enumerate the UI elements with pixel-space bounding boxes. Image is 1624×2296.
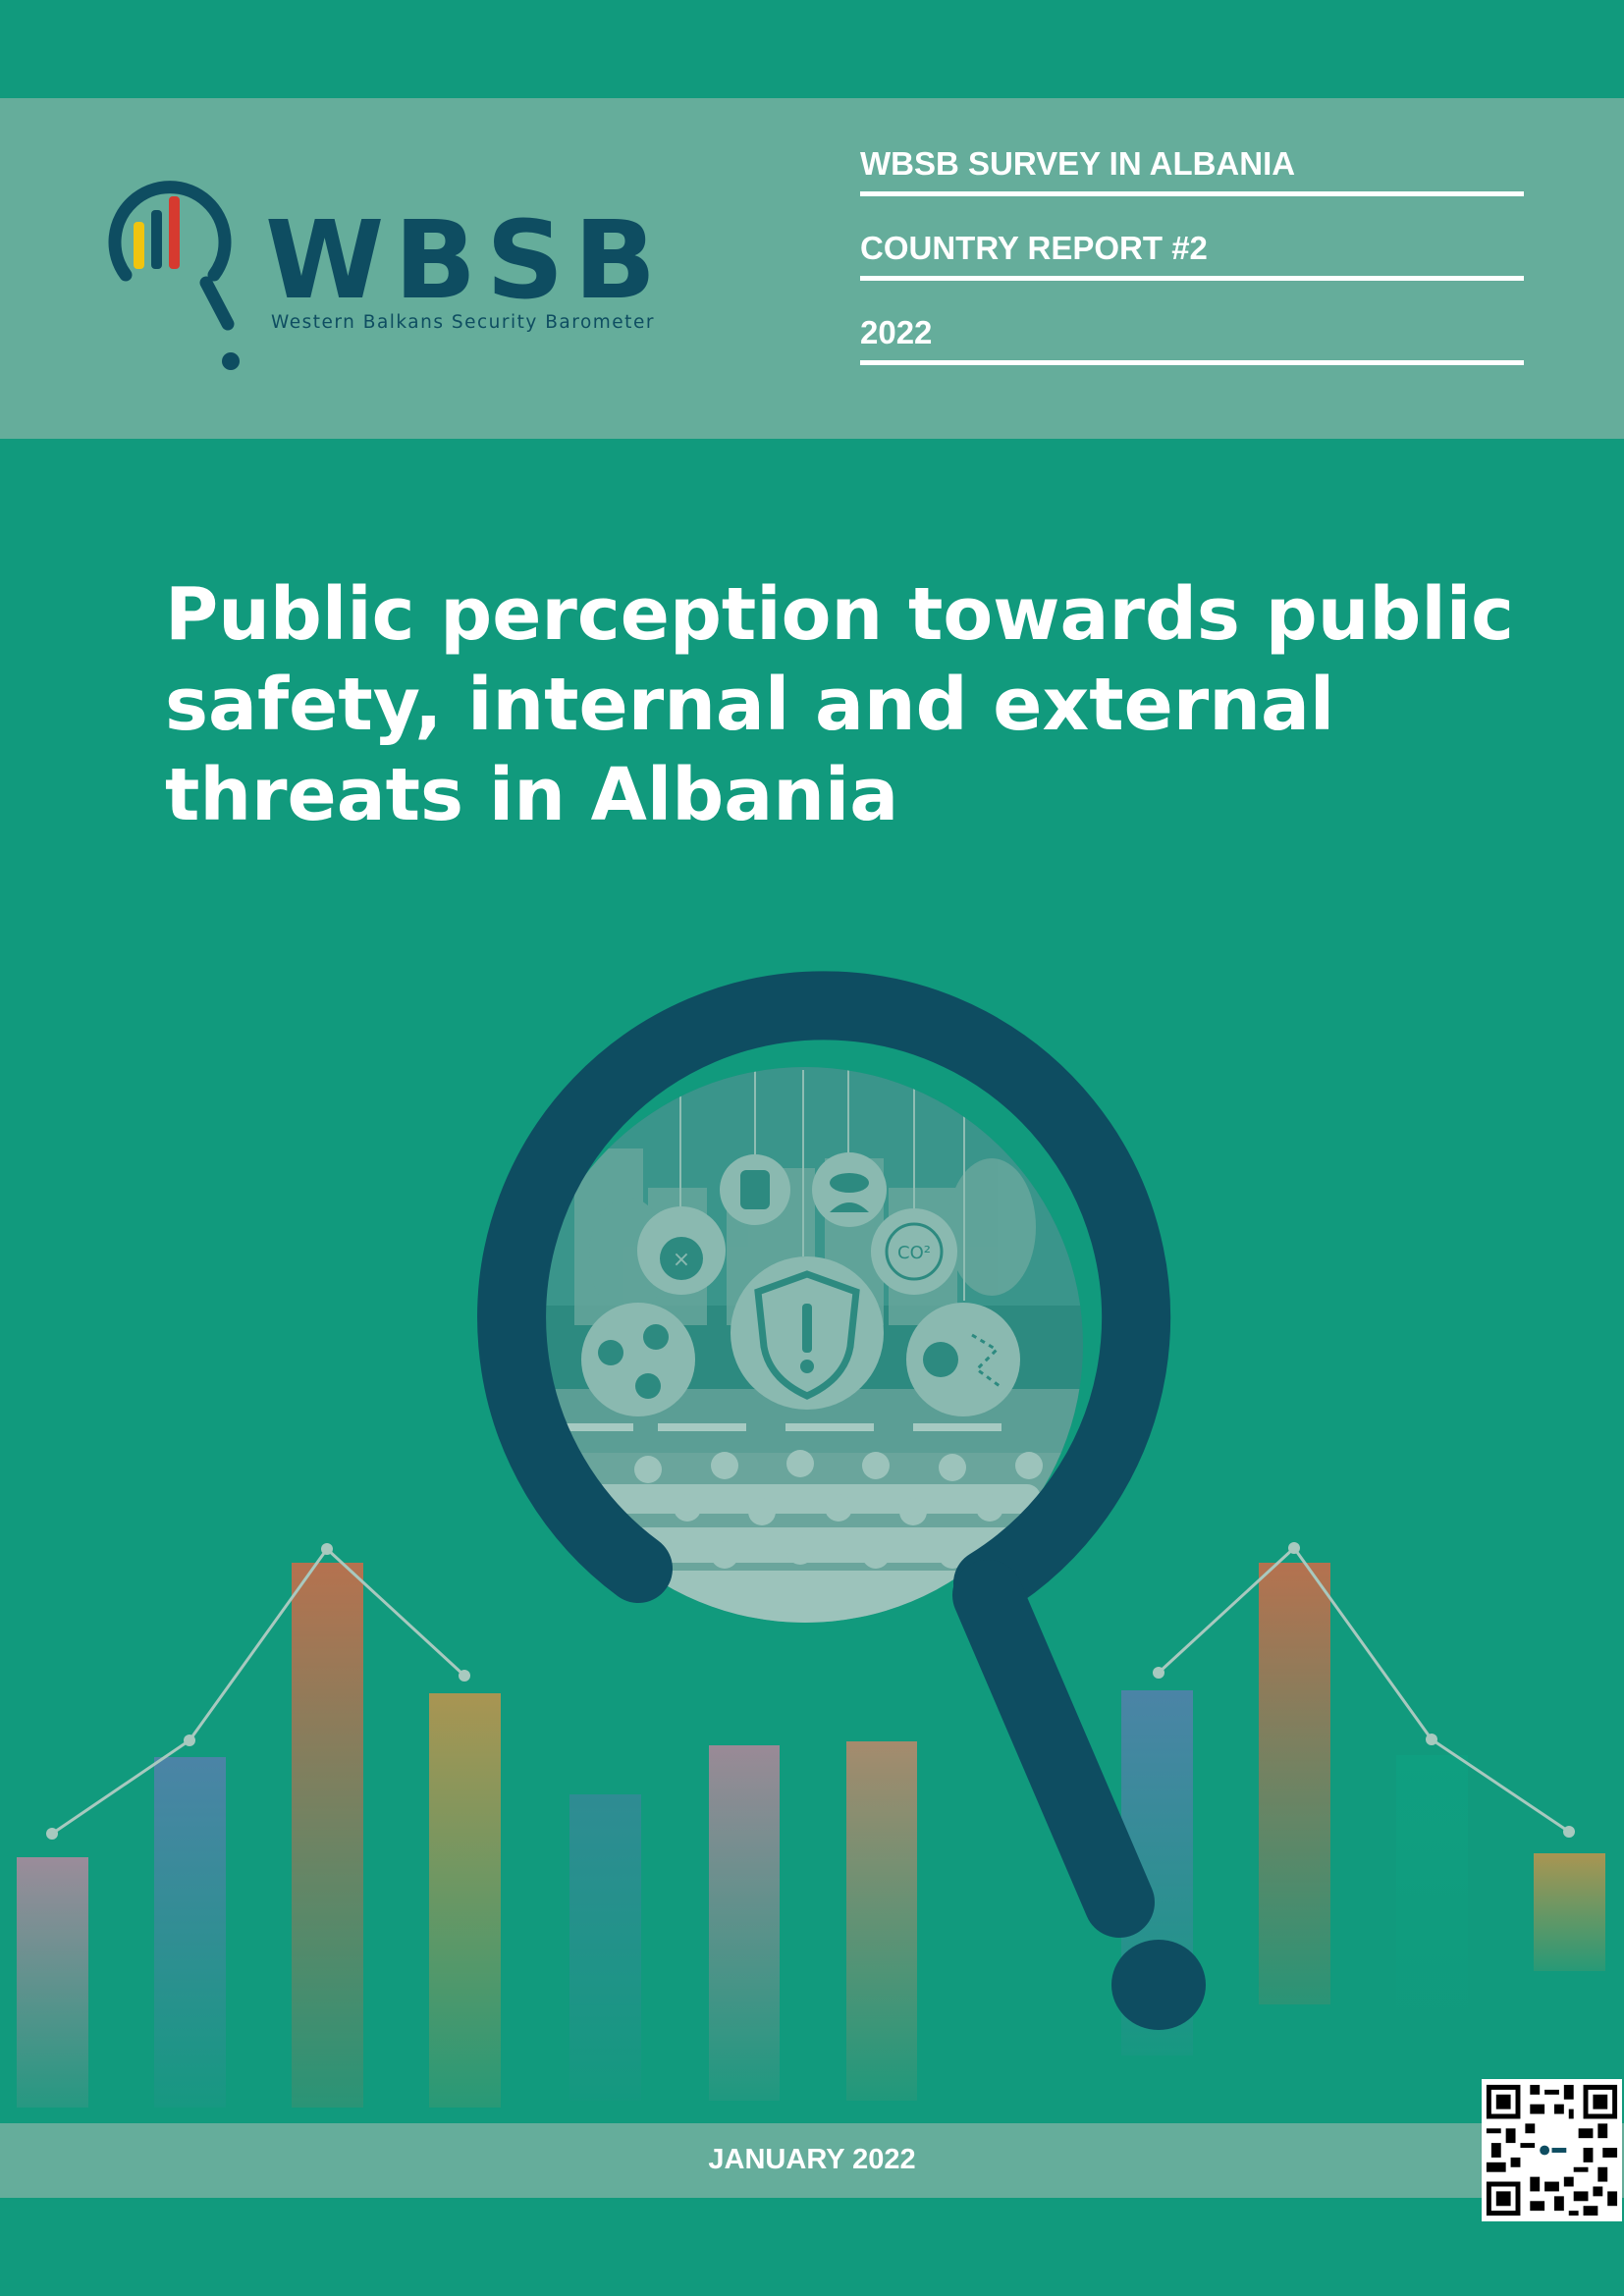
brand-tagline: Western Balkans Security Barometer [271, 312, 655, 333]
title-line-3: threats in Albania [165, 753, 899, 837]
magnifying-glass-illustration [477, 971, 1206, 2030]
trend-points [46, 1542, 1575, 1840]
svg-text:CO²: CO² [897, 1243, 931, 1263]
wbsb-logo: WBSB Western Balkans Security Barometer [98, 167, 668, 378]
report-meta: WBSB SURVEY IN ALBANIA COUNTRY REPORT #2… [860, 147, 1524, 400]
meta-year: 2022 [860, 316, 1524, 365]
footer-band [0, 2123, 1624, 2198]
cover-illustration: × CO² [17, 971, 1605, 2108]
qr-code[interactable] [1482, 2079, 1622, 2221]
brand-wordmark: WBSB [265, 197, 667, 323]
shield-alert-icon [731, 1256, 884, 1410]
title-line-1: Public perception towards public [165, 572, 1514, 657]
co2-icon: CO² [871, 1208, 957, 1295]
publication-date: JANUARY 2022 [708, 2144, 916, 2175]
soldier-icon [720, 1154, 790, 1225]
header-band [0, 98, 1624, 439]
meta-survey: WBSB SURVEY IN ALBANIA [860, 147, 1524, 196]
decorative-bars [17, 1563, 1605, 2108]
thief-icon [906, 1303, 1020, 1416]
meta-report-number: COUNTRY REPORT #2 [860, 232, 1524, 281]
bomb-icon: × [637, 1206, 726, 1295]
magnifier-logo-icon [108, 181, 240, 370]
page-title: Public perception towards public safety,… [165, 569, 1520, 840]
threat-icons: × CO² [581, 1152, 1020, 1416]
svg-text:×: × [673, 1248, 690, 1272]
virus-icon [581, 1303, 695, 1416]
trend-lines [51, 1545, 1570, 1836]
spy-icon [812, 1152, 887, 1227]
title-line-2: safety, internal and external [165, 663, 1335, 747]
